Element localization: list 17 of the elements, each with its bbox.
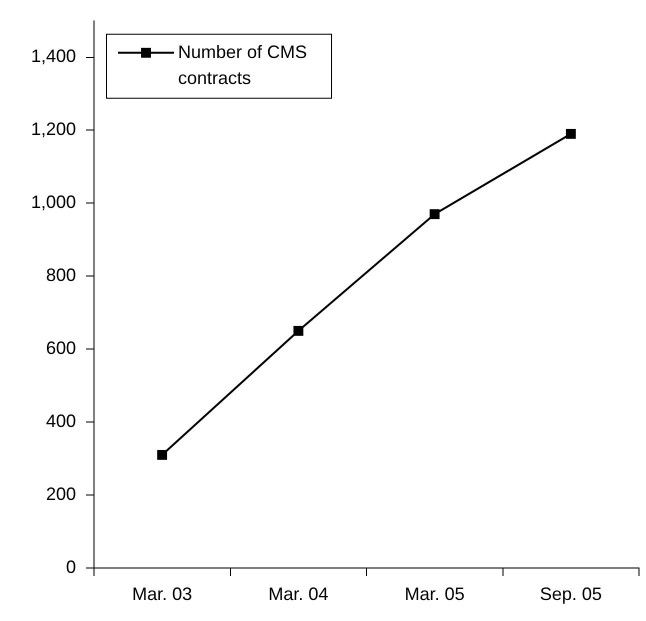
y-tick-label: 1,200 xyxy=(30,119,76,140)
y-tick-label: 1,000 xyxy=(30,192,76,212)
y-tick-label: 600 xyxy=(46,338,76,358)
point xyxy=(566,128,576,139)
point xyxy=(157,450,168,460)
x-tick-label: Mar. 04 xyxy=(268,584,328,604)
y-tick-label: 200 xyxy=(46,484,76,504)
x-tick-label: Mar. 03 xyxy=(132,584,192,604)
x-tick-label: Sep. 05 xyxy=(540,584,602,604)
y-tick-label: 0 xyxy=(66,556,76,577)
y-tick-label: 400 xyxy=(46,411,76,432)
y-tick-label: 800 xyxy=(46,265,76,286)
point xyxy=(430,209,440,220)
legend-label: Number of CMS contracts xyxy=(178,42,308,88)
x-tick-label: Mar. 05 xyxy=(404,584,465,604)
point xyxy=(293,326,304,336)
y-tick-label: 1,400 xyxy=(30,46,76,66)
